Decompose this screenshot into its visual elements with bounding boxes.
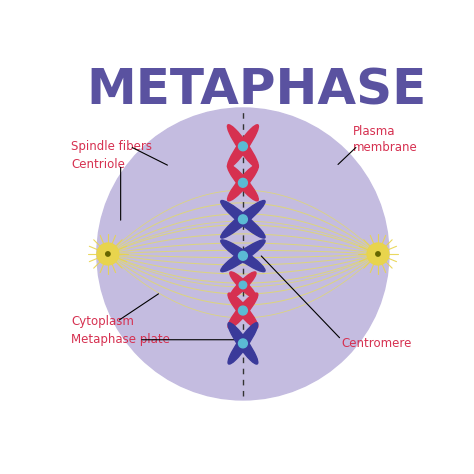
Ellipse shape [228,323,258,364]
Circle shape [238,306,247,315]
Circle shape [238,339,247,348]
Ellipse shape [228,323,258,364]
Text: METAPHASE: METAPHASE [86,66,426,114]
Ellipse shape [230,272,256,298]
Ellipse shape [228,125,258,168]
Ellipse shape [228,293,258,328]
Ellipse shape [230,272,256,298]
Circle shape [376,252,380,256]
Text: Centriole: Centriole [72,158,125,171]
Circle shape [367,243,389,265]
Ellipse shape [228,165,258,201]
Circle shape [238,178,247,187]
Circle shape [238,142,247,151]
Circle shape [106,252,110,256]
Circle shape [239,281,246,289]
Text: Spindle fibers: Spindle fibers [72,140,152,153]
Ellipse shape [221,201,265,238]
Circle shape [97,243,119,265]
Circle shape [238,251,247,260]
Ellipse shape [228,165,258,201]
Ellipse shape [221,240,265,272]
Text: Plasma
membrane: Plasma membrane [352,125,417,154]
Circle shape [238,215,247,224]
Ellipse shape [221,201,265,238]
Ellipse shape [228,125,258,168]
Text: Cytoplasm: Cytoplasm [72,315,134,328]
Ellipse shape [228,293,258,328]
Text: Metaphase plate: Metaphase plate [72,333,170,346]
Ellipse shape [97,108,389,400]
Text: Centromere: Centromere [341,337,412,350]
Ellipse shape [221,240,265,272]
